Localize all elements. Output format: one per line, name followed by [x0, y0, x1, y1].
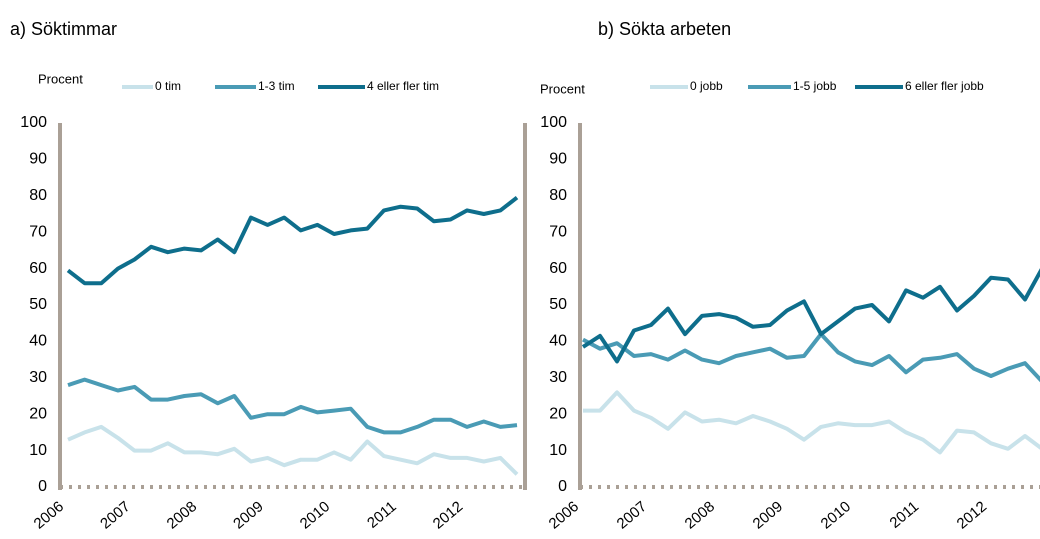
y-tick-label: 20	[549, 405, 567, 422]
y-tick-label: 0	[558, 478, 567, 495]
x-tick-label: 2009	[750, 498, 786, 532]
y-axis-label: Procent	[540, 81, 585, 96]
x-tick-label: 2007	[97, 498, 133, 532]
x-tick-label: 2011	[886, 498, 922, 532]
y-tick-label: 50	[29, 296, 47, 313]
x-tick-label: 2006	[31, 498, 67, 532]
x-tick-label: 2012	[954, 498, 990, 532]
series-line	[67, 377, 518, 435]
y-tick-label: 30	[549, 369, 567, 386]
y-tick-label: 40	[29, 333, 47, 350]
x-tick-label: 2008	[164, 498, 200, 532]
y-tick-label: 60	[29, 260, 47, 277]
y-tick-label: 10	[549, 442, 567, 459]
y-axis-label: Procent	[38, 71, 83, 86]
series-line	[67, 424, 519, 476]
legend-label: 6 eller fler jobb	[905, 79, 984, 93]
chart-title: a) Söktimmar	[10, 19, 117, 39]
x-tick-label: 2011	[364, 498, 400, 532]
y-tick-label: 90	[29, 151, 47, 168]
y-tick-label: 30	[29, 369, 47, 386]
y-tick-label: 80	[29, 187, 47, 204]
y-tick-label: 60	[549, 260, 567, 277]
series-line	[582, 332, 1040, 383]
series-line	[581, 268, 1040, 364]
y-tick-label: 50	[549, 296, 567, 313]
y-tick-label: 80	[549, 187, 567, 204]
legend-label: 1-5 jobb	[793, 79, 837, 93]
x-tick-label: 2010	[297, 498, 333, 532]
x-tick-label: 2010	[818, 498, 854, 532]
series-line	[583, 390, 1040, 455]
y-tick-label: 70	[549, 223, 567, 240]
legend-label: 0 jobb	[690, 79, 723, 93]
y-tick-label: 10	[29, 442, 47, 459]
legend-label: 4 eller fler tim	[367, 79, 439, 93]
x-tick-label: 2007	[614, 498, 650, 532]
x-tick-label: 2009	[230, 498, 266, 532]
chart-title: b) Sökta arbeten	[598, 19, 731, 39]
y-tick-label: 20	[29, 405, 47, 422]
series-line	[66, 196, 519, 286]
x-tick-label: 2008	[682, 498, 718, 532]
legend-label: 1-3 tim	[258, 79, 295, 93]
x-tick-label: 2012	[430, 498, 466, 532]
y-tick-label: 100	[540, 114, 567, 131]
y-tick-label: 90	[549, 151, 567, 168]
legend-label: 0 tim	[155, 79, 181, 93]
y-tick-label: 100	[20, 114, 47, 131]
y-tick-label: 70	[29, 223, 47, 240]
y-tick-label: 0	[38, 478, 47, 495]
y-tick-label: 40	[549, 333, 567, 350]
x-tick-label: 2006	[546, 498, 582, 532]
